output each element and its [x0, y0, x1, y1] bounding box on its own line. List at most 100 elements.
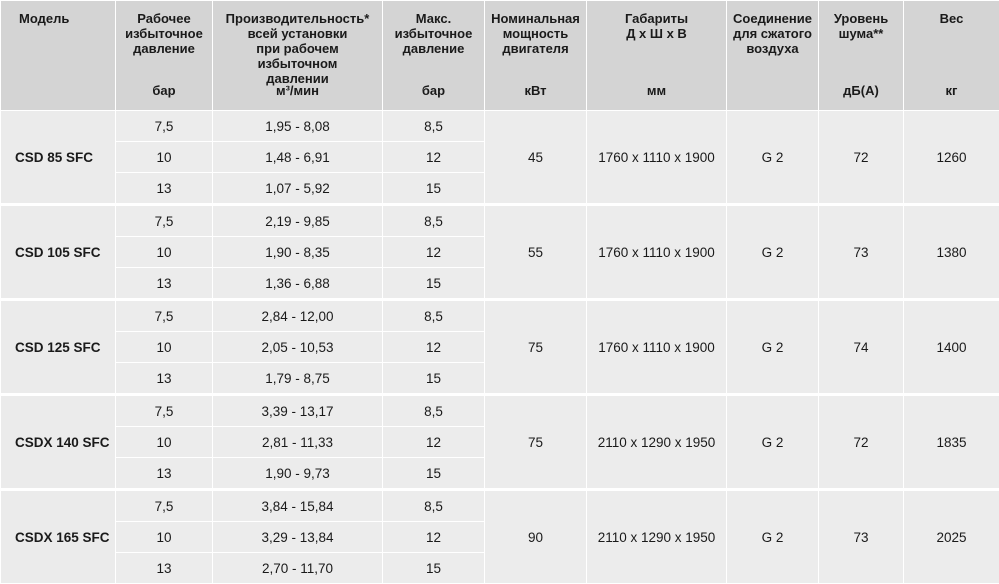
dimensions-cell: 1760 x 1110 x 1900 — [586, 110, 727, 205]
max-pressure-cell: 15 — [382, 172, 485, 205]
power-cell: 75 — [484, 298, 587, 395]
capacity-cell: 1,36 - 6,88 — [212, 267, 383, 300]
col-noise-unit: дБ(А) — [843, 83, 879, 98]
col-connection-line2: для сжатого — [733, 26, 812, 41]
weight-cell: 1260 — [903, 110, 999, 205]
col-power-unit: кВт — [524, 83, 547, 98]
work-pressure-cell: 7,5 — [115, 298, 213, 332]
col-max-pressure-line1: Макс. — [415, 11, 452, 26]
capacity-cell: 3,84 - 15,84 — [212, 488, 383, 522]
max-pressure-cell: 8,5 — [382, 110, 485, 142]
table-row: CSD 125 SFC 7,5 2,84 - 12,00 8,5 75 1760 x 11… — [0, 298, 999, 395]
capacity-cell: 1,90 - 9,73 — [212, 457, 383, 490]
connection-cell: G 2 — [726, 393, 819, 490]
model-cell: CSDX 165 SFC — [0, 488, 116, 584]
col-work-pressure-unit: бар — [152, 83, 176, 98]
table-row: 13 1,36 - 6,88 15 — [1, 267, 999, 300]
col-work-pressure-line3: давление — [133, 41, 195, 56]
connection-cell: G 2 — [726, 203, 819, 300]
table-row: CSDX 140 SFC 7,5 3,39 - 13,17 8,5 75 2110 x 1… — [0, 393, 999, 490]
work-pressure-cell: 7,5 — [115, 203, 213, 237]
table-row: CSDX 165 SFC 7,5 3,84 - 15,84 8,5 90 2110 x 1… — [0, 488, 999, 584]
max-pressure-cell: 8,5 — [382, 393, 485, 427]
max-pressure-cell: 8,5 — [382, 203, 485, 237]
model-cell: CSD 105 SFC — [0, 203, 116, 300]
col-dimensions-header: Габариты Д х Ш х В мм — [586, 0, 727, 111]
dimensions-cell: 2110 x 1290 x 1950 — [586, 393, 727, 490]
work-pressure-cell: 13 — [115, 172, 213, 205]
table-row: 10 2,81 - 11,33 12 — [1, 426, 999, 458]
col-max-pressure-line2: избыточное — [394, 26, 473, 41]
work-pressure-cell: 13 — [115, 552, 213, 584]
max-pressure-cell: 12 — [382, 521, 485, 553]
col-noise-header: Уровень шума** дБ(А) — [818, 0, 904, 111]
connection-cell: G 2 — [726, 488, 819, 584]
col-dimensions-unit: мм — [646, 83, 667, 98]
table-row: 10 3,29 - 13,84 12 — [1, 521, 999, 553]
capacity-cell: 2,19 - 9,85 — [212, 203, 383, 237]
weight-cell: 1400 — [903, 298, 999, 395]
work-pressure-cell: 10 — [115, 426, 213, 458]
capacity-cell: 3,29 - 13,84 — [212, 521, 383, 553]
max-pressure-cell: 15 — [382, 457, 485, 490]
capacity-cell: 1,95 - 8,08 — [212, 110, 383, 142]
table-row: CSD 85 SFC 7,5 1,95 - 8,08 8,5 45 1760 x 1110… — [0, 110, 999, 205]
col-max-pressure-line3: давление — [402, 41, 465, 56]
col-power-line3: двигателя — [502, 41, 569, 56]
table-row: 10 1,48 - 6,91 12 — [1, 141, 999, 173]
max-pressure-cell: 15 — [382, 267, 485, 300]
col-connection-line3: воздуха — [746, 41, 799, 56]
col-power-line2: мощность — [502, 26, 569, 41]
max-pressure-cell: 15 — [382, 362, 485, 395]
col-capacity-line4: давлении — [266, 71, 329, 86]
connection-cell: G 2 — [726, 110, 819, 205]
max-pressure-cell: 12 — [382, 331, 485, 363]
col-model-title: Модель — [19, 11, 70, 26]
work-pressure-cell: 13 — [115, 267, 213, 300]
capacity-cell: 2,70 - 11,70 — [212, 552, 383, 584]
work-pressure-cell: 7,5 — [115, 393, 213, 427]
work-pressure-cell: 10 — [115, 331, 213, 363]
table-body: CSD 85 SFC 7,5 1,95 - 8,08 8,5 45 1760 x 1110… — [0, 110, 999, 584]
work-pressure-cell: 7,5 — [115, 488, 213, 522]
connection-cell: G 2 — [726, 298, 819, 395]
max-pressure-cell: 12 — [382, 426, 485, 458]
col-dimensions-line1: Габариты — [624, 11, 689, 26]
work-pressure-cell: 13 — [115, 362, 213, 395]
power-cell: 45 — [484, 110, 587, 205]
weight-cell: 1835 — [903, 393, 999, 490]
capacity-cell: 1,48 - 6,91 — [212, 141, 383, 173]
col-connection-header: Соединение для сжатого воздуха — [726, 0, 819, 111]
table-row: 13 1,79 - 8,75 15 — [1, 362, 999, 395]
max-pressure-cell: 8,5 — [382, 488, 485, 522]
col-work-pressure-line1: Рабочее — [137, 11, 191, 26]
col-power-header: Номинальная мощность двигателя кВт — [484, 0, 587, 111]
col-power-line1: Номинальная — [491, 11, 580, 26]
power-cell: 55 — [484, 203, 587, 300]
power-cell: 75 — [484, 393, 587, 490]
capacity-cell: 2,84 - 12,00 — [212, 298, 383, 332]
work-pressure-cell: 10 — [115, 521, 213, 553]
col-capacity-unit: м³/мин — [275, 83, 320, 98]
table-row: 10 1,90 - 8,35 12 — [1, 236, 999, 268]
noise-cell: 73 — [818, 488, 904, 584]
max-pressure-cell: 12 — [382, 141, 485, 173]
table-row: 13 2,70 - 11,70 15 — [1, 552, 999, 584]
work-pressure-cell: 7,5 — [115, 110, 213, 142]
col-model-header: Модель — [0, 0, 116, 111]
col-weight-header: Вес кг — [903, 0, 999, 111]
capacity-cell: 3,39 - 13,17 — [212, 393, 383, 427]
noise-cell: 72 — [818, 393, 904, 490]
col-weight-unit: кг — [945, 83, 958, 98]
max-pressure-cell: 12 — [382, 236, 485, 268]
col-weight-title: Вес — [939, 11, 964, 26]
noise-cell: 73 — [818, 203, 904, 300]
col-noise-line1: Уровень — [833, 11, 889, 26]
col-max-pressure-header: Макс. избыточное давление бар — [382, 0, 485, 111]
power-cell: 90 — [484, 488, 587, 584]
model-cell: CSD 125 SFC — [0, 298, 116, 395]
header-row: Модель Рабочее избыточное давление бар П… — [0, 0, 999, 111]
work-pressure-cell: 13 — [115, 457, 213, 490]
dimensions-cell: 1760 x 1110 x 1900 — [586, 298, 727, 395]
